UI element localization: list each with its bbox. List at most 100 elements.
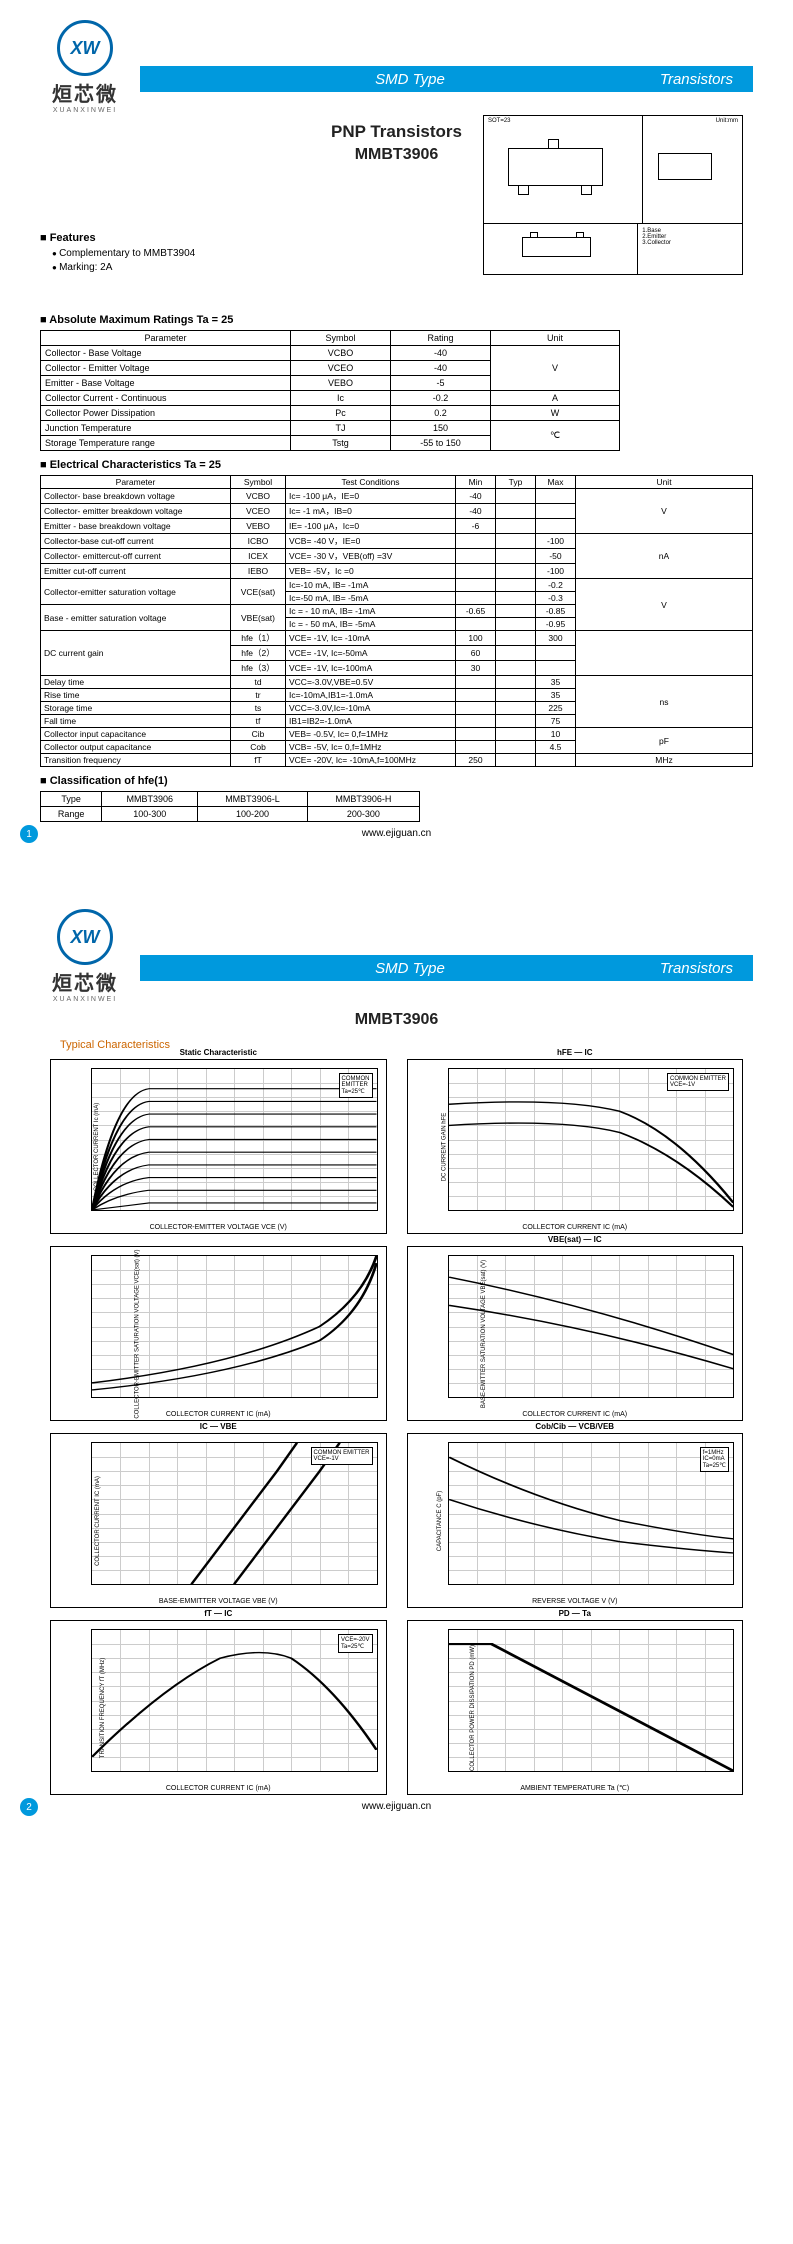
- elec-col: Unit: [576, 476, 753, 489]
- amr-col-rating: Rating: [391, 331, 491, 346]
- amr-cell: -40: [391, 361, 491, 376]
- elec-cell: [536, 489, 576, 504]
- chart-5: Cob/Cib — VCB/VEB f=1MHz IC=0mA Ta=25℃ C…: [407, 1433, 744, 1608]
- elec-cell: [456, 564, 496, 579]
- footer-url: www.ejiguan.cn: [362, 1801, 431, 1812]
- banner-right: Transistors: [660, 71, 733, 88]
- logo: XW 烜芯微 XUANXINWEI: [40, 909, 130, 1003]
- elec-cell: [496, 631, 536, 646]
- elec-cell: 30: [456, 661, 496, 676]
- elec-cell: -0.65: [456, 605, 496, 618]
- elec-cell: [496, 504, 536, 519]
- chart-ylabel: COLLECTOR CURRENT IC (mA): [95, 1476, 101, 1566]
- pkg-pin3: 3.Collector: [642, 240, 738, 246]
- chart-ylabel: DC CURRENT GAIN hFE: [441, 1112, 447, 1181]
- amr-cell: 150: [391, 421, 491, 436]
- elec-cell: [456, 741, 496, 754]
- banner: SMD Type Transistors: [140, 66, 753, 92]
- elec-cell: Delay time: [41, 676, 231, 689]
- amr-col-param: Parameter: [41, 331, 291, 346]
- elec-cell: Base - emitter saturation voltage: [41, 605, 231, 631]
- elec-cell: -100: [536, 534, 576, 549]
- amr-cell: VCBO: [291, 346, 391, 361]
- elec-col: Symbol: [231, 476, 286, 489]
- elec-cell: VCB= -5V, Ic= 0,f=1MHz: [286, 741, 456, 754]
- elec-cell: [456, 618, 496, 631]
- elec-cell: hfe（1）: [231, 631, 286, 646]
- logo-mark: XW: [57, 20, 113, 76]
- elec-cell: [456, 592, 496, 605]
- banner-right: Transistors: [660, 960, 733, 977]
- elec-cell: IB1=IB2=-1.0mA: [286, 715, 456, 728]
- elec-cell: Collector- base breakdown voltage: [41, 489, 231, 504]
- elec-col: Typ: [496, 476, 536, 489]
- elec-cell: VCE(sat): [231, 579, 286, 605]
- chart-title: Cob/Cib — VCB/VEB: [408, 1422, 743, 1431]
- elec-cell: Rise time: [41, 689, 231, 702]
- class-head: Classification of hfe(1): [40, 775, 753, 787]
- elec-cell: pF: [576, 728, 753, 754]
- amr-cell: 0.2: [391, 406, 491, 421]
- elec-cell: 100: [456, 631, 496, 646]
- elec-cell: [496, 579, 536, 592]
- chart-xlabel: COLLECTOR CURRENT IC (mA): [51, 1411, 386, 1418]
- elec-cell: VCE= -20V, Ic= -10mA,f=100MHz: [286, 754, 456, 767]
- amr-table: Parameter Symbol Rating Unit Collector -…: [40, 330, 620, 451]
- page-number: 2: [20, 1798, 38, 1816]
- amr-cell: Pc: [291, 406, 391, 421]
- header: XW 烜芯微 XUANXINWEI SMD Type Transistors: [40, 20, 753, 114]
- elec-cell: Ic=-10 mA, IB= -1mA: [286, 579, 456, 592]
- amr-cell: TJ: [291, 421, 391, 436]
- chart-plot-area: [448, 1255, 735, 1398]
- elec-cell: Ic= -100 μA，IE=0: [286, 489, 456, 504]
- elec-cell: VCEO: [231, 504, 286, 519]
- elec-cell: -0.95: [536, 618, 576, 631]
- amr-col-unit: Unit: [491, 331, 620, 346]
- chart-xlabel: COLLECTOR CURRENT IC (mA): [51, 1785, 386, 1792]
- amr-cell: Collector Power Dissipation: [41, 406, 291, 421]
- chart-legend: COMMON EMITTER Ta=25℃: [339, 1073, 373, 1098]
- header: XW 烜芯微 XUANXINWEI SMD Type Transistors: [40, 909, 753, 1003]
- elec-cell: [456, 676, 496, 689]
- logo-pinyin: XUANXINWEI: [53, 996, 117, 1003]
- amr-cell: VEBO: [291, 376, 391, 391]
- amr-cell: Storage Temperature range: [41, 436, 291, 451]
- elec-cell: nA: [576, 534, 753, 579]
- chart-plot-area: COMMON EMITTER VCE=-1V: [91, 1442, 378, 1585]
- elec-cell: Collector output capacitance: [41, 741, 231, 754]
- elec-col: Min: [456, 476, 496, 489]
- chart-title: VBE(sat) — IC: [408, 1235, 743, 1244]
- class-table: TypeMMBT3906MMBT3906-LMMBT3906-H Range10…: [40, 791, 420, 822]
- amr-head: Absolute Maximum Ratings Ta = 25: [40, 314, 753, 326]
- footer: www.ejiguan.cn 2: [40, 1801, 753, 1812]
- elec-cell: [496, 676, 536, 689]
- elec-cell: tf: [231, 715, 286, 728]
- logo-chinese: 烜芯微: [52, 78, 118, 107]
- elec-cell: 250: [456, 754, 496, 767]
- elec-cell: -40: [456, 504, 496, 519]
- elec-cell: VCC=-3.0V,Ic=-10mA: [286, 702, 456, 715]
- amr-cell: ℃: [491, 421, 620, 451]
- elec-cell: VCC=-3.0V,VBE=0.5V: [286, 676, 456, 689]
- elec-cell: MHz: [576, 754, 753, 767]
- logo: XW 烜芯微 XUANXINWEI: [40, 20, 130, 114]
- elec-cell: [496, 661, 536, 676]
- chart-4: IC — VBE COMMON EMITTER VCE=-1V COLLECTO…: [50, 1433, 387, 1608]
- amr-cell: Ic: [291, 391, 391, 406]
- elec-cell: 300: [536, 631, 576, 646]
- logo-chinese: 烜芯微: [52, 967, 118, 996]
- elec-cell: IEBO: [231, 564, 286, 579]
- elec-cell: VEB= -0.5V, Ic= 0,f=1MHz: [286, 728, 456, 741]
- amr-cell: -40: [391, 346, 491, 361]
- amr-cell: Collector Current - Continuous: [41, 391, 291, 406]
- amr-cell: Tstg: [291, 436, 391, 451]
- elec-table: Parameter Symbol Test Conditions Min Typ…: [40, 475, 753, 767]
- elec-cell: [496, 519, 536, 534]
- elec-cell: [536, 646, 576, 661]
- elec-cell: -0.85: [536, 605, 576, 618]
- chart-ylabel: CAPACITANCE C (pF): [437, 1490, 443, 1550]
- elec-cell: VEB= -5V，Ic =0: [286, 564, 456, 579]
- elec-cell: VCBO: [231, 489, 286, 504]
- sot-side: [658, 153, 712, 180]
- page-1: XW 烜芯微 XUANXINWEI SMD Type Transistors P…: [0, 0, 793, 849]
